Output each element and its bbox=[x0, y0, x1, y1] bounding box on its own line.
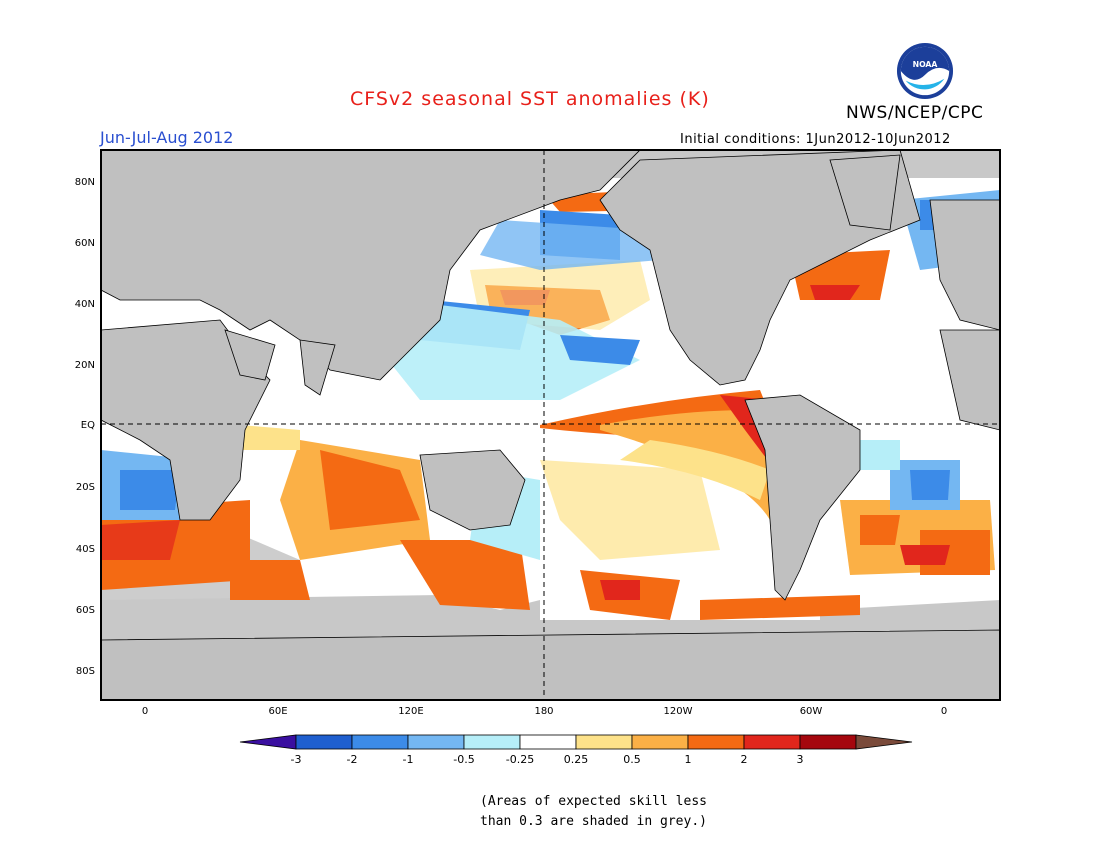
lon-label: 0 bbox=[142, 706, 148, 717]
lon-label: 60E bbox=[268, 706, 287, 717]
legend-swatch bbox=[351, 734, 409, 750]
lat-label: 40S bbox=[76, 544, 95, 555]
map-frame bbox=[100, 149, 1001, 701]
legend-arrow-high bbox=[855, 734, 913, 750]
land-masses bbox=[101, 150, 1000, 700]
north-america bbox=[599, 150, 921, 386]
footnote-line-2: than 0.3 are shaded in grey.) bbox=[480, 814, 707, 829]
lat-label: 60N bbox=[75, 238, 95, 249]
legend-swatch bbox=[519, 734, 577, 750]
legend-swatch bbox=[295, 734, 353, 750]
lat-label: 60S bbox=[76, 605, 95, 616]
legend-swatch bbox=[463, 734, 521, 750]
europe-east bbox=[929, 199, 1000, 331]
lon-label: 0 bbox=[941, 706, 947, 717]
skill-footnote: (Areas of expected skill less than 0.3 a… bbox=[480, 792, 707, 832]
lon-label: 60W bbox=[800, 706, 823, 717]
map-title: CFSv2 seasonal SST anomalies (K) bbox=[350, 88, 710, 110]
legend-label: 0.25 bbox=[564, 753, 589, 766]
legend-label: -1 bbox=[403, 753, 414, 766]
legend-label: 0.5 bbox=[623, 753, 641, 766]
legend-label: 1 bbox=[685, 753, 692, 766]
australia bbox=[419, 449, 526, 531]
india bbox=[299, 339, 336, 396]
lon-label: 120W bbox=[664, 706, 693, 717]
legend-swatch bbox=[407, 734, 465, 750]
season-label: Jun-Jul-Aug 2012 bbox=[100, 128, 234, 147]
legend-label: -0.25 bbox=[506, 753, 534, 766]
greenland bbox=[829, 154, 901, 231]
lat-label: 80N bbox=[75, 177, 95, 188]
lat-label: 80S bbox=[76, 666, 95, 677]
legend-swatch bbox=[799, 734, 857, 750]
legend-swatch bbox=[575, 734, 633, 750]
africa-east bbox=[939, 329, 1000, 431]
arabia bbox=[224, 329, 276, 381]
legend-label: -3 bbox=[291, 753, 302, 766]
lat-label: 20N bbox=[75, 360, 95, 371]
organization-label: NWS/NCEP/CPC bbox=[846, 103, 984, 123]
lon-label: 180 bbox=[534, 706, 553, 717]
legend-arrow-low bbox=[239, 734, 297, 750]
antarctica bbox=[101, 629, 1000, 700]
lat-label: EQ bbox=[81, 420, 95, 431]
legend-swatch bbox=[743, 734, 801, 750]
noaa-logo: NOAA bbox=[896, 42, 954, 100]
legend-label: 3 bbox=[797, 753, 804, 766]
initial-conditions-label: Initial conditions: 1Jun2012-10Jun2012 bbox=[680, 132, 951, 147]
lat-label: 40N bbox=[75, 299, 95, 310]
south-america bbox=[744, 394, 861, 601]
footnote-line-1: (Areas of expected skill less bbox=[480, 794, 707, 809]
lon-label: 120E bbox=[398, 706, 423, 717]
logo-text: NOAA bbox=[913, 60, 938, 69]
legend-label: 2 bbox=[741, 753, 748, 766]
eurasia bbox=[101, 150, 641, 381]
lat-label: 20S bbox=[76, 482, 95, 493]
legend-label: -2 bbox=[347, 753, 358, 766]
legend-label: -0.5 bbox=[453, 753, 474, 766]
legend-swatch bbox=[687, 734, 745, 750]
legend-swatch bbox=[631, 734, 689, 750]
